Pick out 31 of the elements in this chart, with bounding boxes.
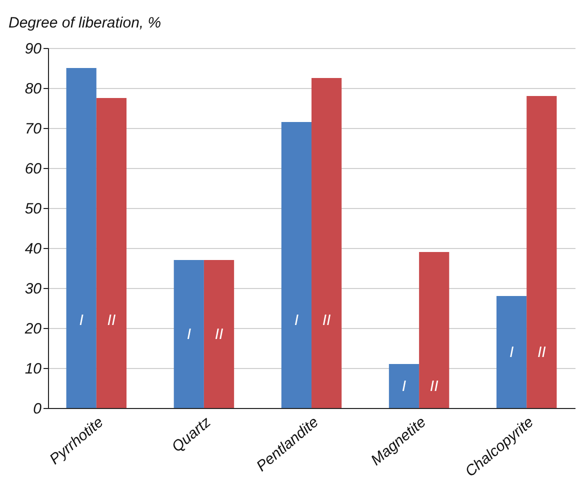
text: II: [430, 378, 438, 395]
bar: [388, 364, 420, 408]
text: I: [402, 378, 406, 395]
y-axis-title: Degree of liberation, %: [8, 14, 162, 32]
y-tick-label: 80: [24, 80, 42, 98]
bar: [96, 98, 127, 408]
bar: [526, 96, 557, 408]
bar: [281, 122, 312, 408]
y-tick-label: 40: [24, 240, 42, 258]
y-tick-label: 50: [24, 200, 42, 218]
bar: [174, 260, 204, 408]
text: II: [537, 344, 546, 361]
bar: [66, 68, 96, 408]
bar: [312, 78, 342, 408]
series-label: I: [509, 344, 514, 361]
y-tick-label: 60: [24, 160, 42, 178]
y-tick-label: 0: [33, 400, 42, 418]
y-tick-label: 90: [24, 40, 42, 58]
text: I: [79, 312, 84, 329]
text: II: [214, 326, 224, 343]
text: II: [322, 312, 331, 329]
text: I: [294, 312, 299, 329]
y-tick-label: 30: [24, 280, 42, 298]
series-label: II: [107, 312, 116, 329]
y-tick-label: 10: [24, 360, 42, 378]
y-tick-label: 70: [24, 120, 42, 138]
bar: [496, 296, 527, 408]
bar: [204, 260, 234, 408]
bar: [419, 252, 450, 408]
y-tick-label: 20: [24, 320, 42, 338]
text: I: [186, 326, 191, 343]
